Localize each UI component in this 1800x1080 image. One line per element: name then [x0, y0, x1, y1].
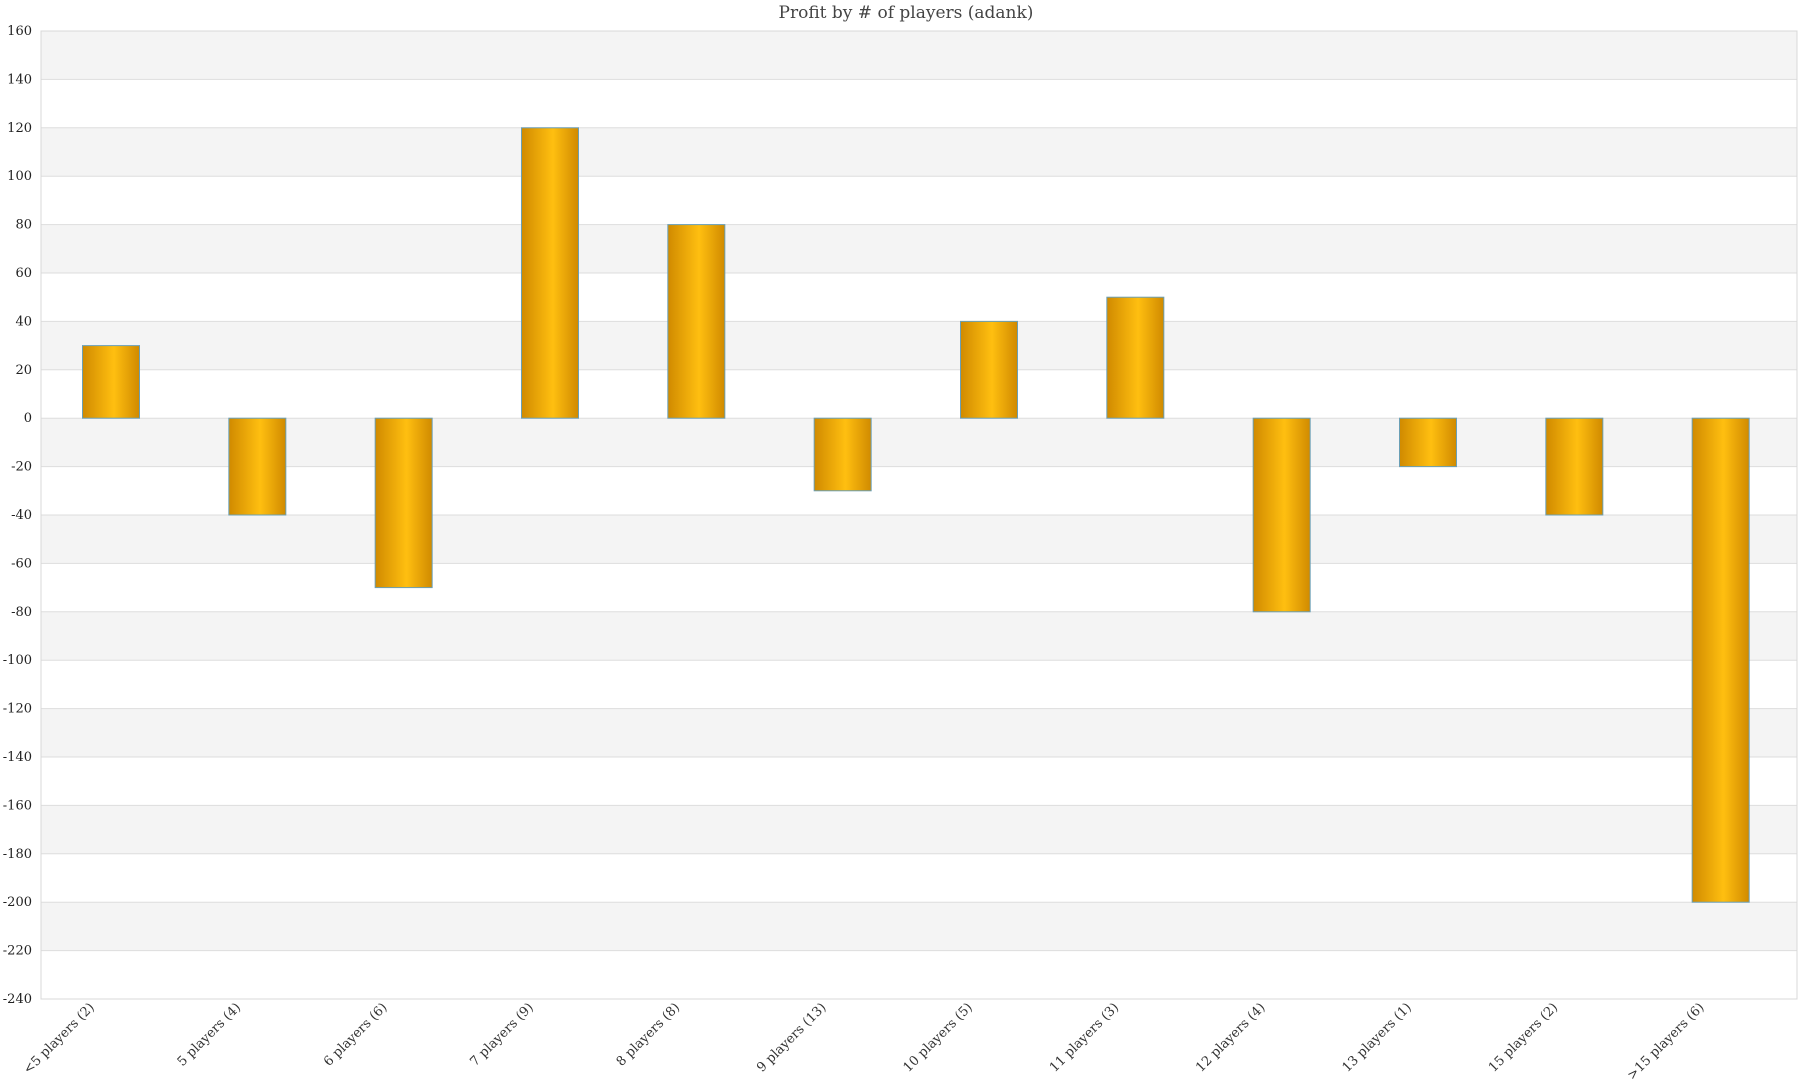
plot-band — [41, 563, 1797, 612]
x-tick-label: 15 players (2) — [1486, 1000, 1561, 1075]
plot-band — [41, 805, 1797, 854]
chart-title: Profit by # of players (adank) — [779, 3, 1034, 23]
plot-band — [41, 466, 1797, 515]
bar — [667, 224, 726, 419]
x-tick-label: >15 players (6) — [1625, 1000, 1708, 1080]
y-tick-label: 0 — [24, 411, 32, 426]
bar — [1691, 417, 1750, 903]
bar — [1545, 417, 1604, 516]
y-tick-label: 120 — [7, 121, 32, 136]
plot-band — [41, 224, 1797, 273]
y-tick-label: -180 — [3, 847, 32, 862]
y-tick-label: -80 — [11, 605, 32, 620]
y-tick-label: 100 — [7, 169, 32, 184]
x-tick-label: 7 players (9) — [467, 1000, 536, 1069]
y-tick-label: -120 — [3, 702, 32, 717]
y-tick-label: -200 — [3, 895, 32, 910]
y-tick-label: -40 — [11, 508, 32, 523]
plot-background-bands — [41, 31, 1797, 999]
bar — [521, 127, 579, 419]
gridlines — [40, 30, 1798, 1000]
plot-band — [41, 708, 1797, 757]
y-tick-label: -60 — [11, 556, 32, 571]
plot-band — [41, 369, 1797, 419]
plot-band — [41, 853, 1797, 903]
plot-band — [41, 660, 1797, 709]
y-tick-label: -240 — [3, 992, 32, 1007]
bar — [960, 320, 1018, 419]
x-tick-label: <5 players (2) — [21, 1000, 98, 1077]
y-tick-label: 20 — [15, 363, 32, 378]
y-tick-label: 40 — [15, 314, 32, 329]
plot-band — [41, 273, 1797, 322]
plot-band — [41, 950, 1797, 999]
y-tick-label: 160 — [7, 24, 32, 39]
x-tick-label: 10 players (5) — [901, 1000, 976, 1075]
y-tick-label: -100 — [3, 653, 32, 668]
plot-band — [41, 757, 1797, 806]
plot-band — [41, 418, 1797, 467]
y-tick-label: -160 — [3, 798, 32, 813]
plot-band — [41, 902, 1797, 951]
y-tick-label: -220 — [3, 944, 32, 959]
y-tick-label: 140 — [7, 72, 32, 87]
x-axis-ticks: <5 players (2) 5 players (4) 6 players (6)… — [21, 1000, 1708, 1080]
y-tick-label: -140 — [3, 750, 32, 765]
x-tick-label: 13 players (1) — [1340, 1000, 1415, 1075]
plot-frame — [40, 30, 1798, 1000]
y-tick-label: 60 — [15, 266, 32, 281]
bar — [374, 417, 433, 589]
bars — [82, 127, 1750, 903]
bar — [228, 417, 287, 516]
x-tick-label: 5 players (4) — [175, 1000, 244, 1069]
x-tick-label: 6 players (6) — [321, 1000, 390, 1069]
plot-band — [41, 127, 1797, 177]
y-tick-label: 80 — [15, 218, 32, 233]
y-axis-ticks: 160 140 120 100 80 60 40 20 0 -20 -40 -60 -80 -100 -12… — [3, 24, 32, 1007]
plot-band — [41, 31, 1797, 80]
y-tick-label: -20 — [11, 460, 32, 475]
bar — [1399, 417, 1457, 468]
bar — [82, 345, 140, 419]
plot-band — [41, 321, 1797, 370]
bar — [813, 417, 872, 492]
plot-band — [41, 79, 1797, 128]
x-tick-label: 9 players (13) — [754, 1000, 829, 1075]
bar — [1252, 417, 1311, 613]
x-tick-label: 11 players (3) — [1047, 1000, 1122, 1075]
plot-band — [41, 176, 1797, 225]
x-tick-label: 12 players (4) — [1193, 1000, 1268, 1075]
bar — [1106, 296, 1165, 419]
x-tick-label: 8 players (8) — [614, 1000, 683, 1069]
plot-band — [41, 611, 1797, 661]
plot-band — [41, 515, 1797, 564]
